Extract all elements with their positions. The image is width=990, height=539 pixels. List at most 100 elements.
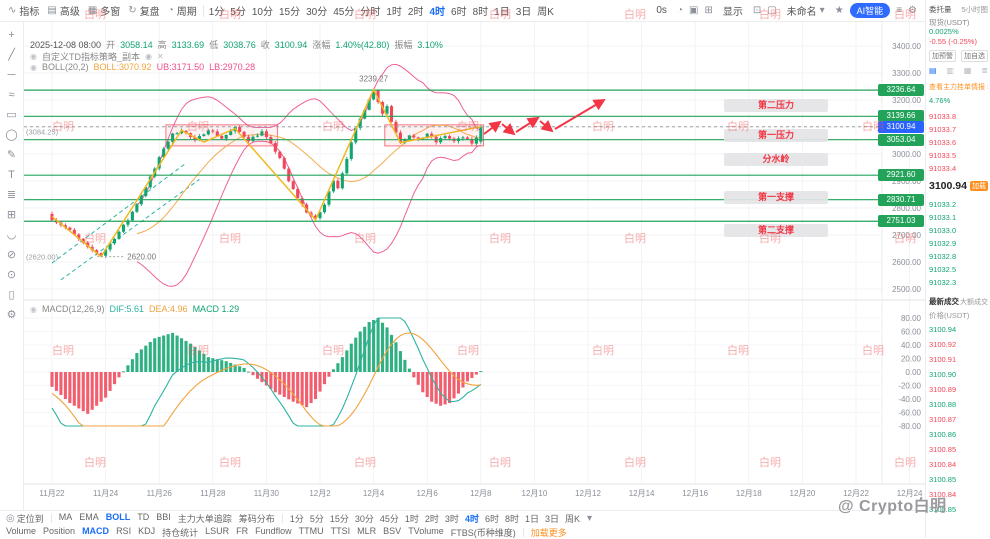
- menu-指标[interactable]: ∿指标: [4, 3, 43, 18]
- indicator-TVolume[interactable]: TVolume: [408, 526, 444, 539]
- menu-周期[interactable]: ◔周期: [164, 3, 201, 18]
- indicator-RSI[interactable]: RSI: [116, 526, 131, 539]
- bid-row[interactable]: 91032.3: [929, 276, 988, 289]
- overlay-BBI[interactable]: BBI: [156, 512, 171, 525]
- bottom-timeframe-8时[interactable]: 8时: [505, 512, 519, 525]
- visibility-icon[interactable]: ◉: [145, 52, 152, 61]
- trade-row[interactable]: 3100.88: [929, 397, 988, 412]
- timeframe-button-周K[interactable]: 周K: [534, 3, 557, 18]
- timeframe-button-分时[interactable]: 分时: [357, 3, 383, 18]
- ask-row[interactable]: 91033.6: [929, 136, 988, 149]
- trade-row[interactable]: 3100.85: [929, 502, 988, 517]
- ask-row[interactable]: 91033.8: [929, 110, 988, 123]
- rect-tool[interactable]: ▭: [6, 110, 16, 121]
- bottom-timeframe-30分[interactable]: 30分: [355, 512, 374, 525]
- hline-tool[interactable]: ─: [8, 70, 16, 81]
- panel-tag[interactable]: 5小时图: [961, 4, 988, 15]
- indicator-持仓统计[interactable]: 持仓统计: [162, 526, 198, 539]
- panel-tab-0[interactable]: ▤: [929, 66, 937, 75]
- lock-tool[interactable]: ⊙: [7, 270, 16, 281]
- bottom-timeframe-3时[interactable]: 3时: [445, 512, 459, 525]
- indicator-Fundflow[interactable]: Fundflow: [255, 526, 292, 539]
- toolbar-label-0s[interactable]: 0s: [652, 5, 671, 16]
- bid-row[interactable]: 91033.1: [929, 211, 988, 224]
- delete-tool[interactable]: ▯: [8, 290, 14, 301]
- overlay-筹码分布[interactable]: 筹码分布: [239, 512, 275, 525]
- ellipse-tool[interactable]: ◯: [5, 130, 17, 141]
- indicator-MACD[interactable]: MACD: [82, 526, 109, 539]
- timeframe-button-1分[interactable]: 1分: [206, 3, 228, 18]
- trade-row[interactable]: 3100.84: [929, 457, 988, 472]
- timeframe-button-30分[interactable]: 30分: [303, 3, 330, 18]
- indicator-FTBS(币种维度)[interactable]: FTBS(币种维度): [451, 526, 516, 539]
- settings-tool[interactable]: ⚙: [7, 310, 17, 321]
- toolbar-icon-1[interactable]: ◔: [677, 5, 683, 16]
- bid-row[interactable]: 91033.0: [929, 224, 988, 237]
- timeframe-button-1日[interactable]: 1日: [491, 3, 513, 18]
- trade-row[interactable]: 3100.85: [929, 472, 988, 487]
- menu-多窗[interactable]: ▦多窗: [84, 3, 124, 18]
- panel-tab-1[interactable]: ▥: [946, 66, 954, 75]
- load-chip[interactable]: 加载: [970, 181, 988, 191]
- timeframe-button-1时[interactable]: 1时: [383, 3, 405, 18]
- timeframe-button-5分[interactable]: 5分: [227, 3, 249, 18]
- close-icon[interactable]: ✕: [157, 52, 164, 61]
- trade-row[interactable]: 3100.90: [929, 367, 988, 382]
- timeframe-button-3日[interactable]: 3日: [513, 3, 535, 18]
- ask-row[interactable]: 91033.7: [929, 123, 988, 136]
- indicator-BSV[interactable]: BSV: [383, 526, 401, 539]
- trade-row[interactable]: 3100.86: [929, 427, 988, 442]
- trade-row[interactable]: 3100.94: [929, 322, 988, 337]
- timeframe-button-8时[interactable]: 8时: [470, 3, 492, 18]
- bid-row[interactable]: 91032.8: [929, 250, 988, 263]
- bottom-timeframe-4时[interactable]: 4时: [465, 512, 479, 525]
- overlay-TD[interactable]: TD: [137, 512, 149, 525]
- button-加预警[interactable]: 加预警: [929, 50, 956, 62]
- eraser-tool[interactable]: ⊘: [7, 250, 16, 261]
- toolbar-icon-2[interactable]: ▣: [689, 5, 698, 16]
- trade-row[interactable]: 3100.89: [929, 382, 988, 397]
- overlay-BOLL[interactable]: BOLL: [106, 512, 131, 525]
- panel-tab-2[interactable]: ▦: [964, 66, 972, 75]
- panel-title[interactable]: 委托量: [929, 4, 952, 15]
- bottom-timeframe-6时[interactable]: 6时: [485, 512, 499, 525]
- timeframe-button-15分[interactable]: 15分: [276, 3, 303, 18]
- bottom-timeframe-45分[interactable]: 45分: [380, 512, 399, 525]
- toolbar-icon-11[interactable]: ⚙: [908, 5, 917, 16]
- bottom-timeframe-1分[interactable]: 1分: [290, 512, 304, 525]
- pencil-tool[interactable]: ✎: [7, 150, 16, 161]
- trade-row[interactable]: 3100.85: [929, 442, 988, 457]
- bottom-timeframe-1时[interactable]: 1时: [405, 512, 419, 525]
- whale-orders-link[interactable]: 查看主力挂单情报 >: [929, 82, 988, 92]
- toolbar-icon-10[interactable]: ≡: [896, 5, 902, 16]
- bottom-timeframe-2时[interactable]: 2时: [425, 512, 439, 525]
- timeframe-button-6时[interactable]: 6时: [448, 3, 470, 18]
- indicator-Volume[interactable]: Volume: [6, 526, 36, 539]
- bottom-timeframe-周K[interactable]: 周K: [565, 512, 580, 525]
- trendline-tool[interactable]: ╱: [8, 50, 15, 61]
- indicator-LSUR[interactable]: LSUR: [205, 526, 229, 539]
- bottom-timeframe-3日[interactable]: 3日: [545, 512, 559, 525]
- indicator-MLR[interactable]: MLR: [357, 526, 376, 539]
- indicator-TTSI[interactable]: TTSI: [331, 526, 351, 539]
- timeframe-button-10分[interactable]: 10分: [249, 3, 276, 18]
- crosshair-tool[interactable]: +: [8, 30, 14, 41]
- overlay-主力大单追踪[interactable]: 主力大单追踪: [178, 512, 232, 525]
- magnet-tool[interactable]: ◡: [7, 230, 17, 241]
- fib-tool[interactable]: ≣: [7, 190, 16, 201]
- bid-row[interactable]: 91033.2: [929, 198, 988, 211]
- bottom-timeframe-1日[interactable]: 1日: [525, 512, 539, 525]
- bottom-timeframe-5分[interactable]: 5分: [310, 512, 324, 525]
- overlay-EMA[interactable]: EMA: [79, 512, 99, 525]
- big-trades-tab[interactable]: 大额成交: [960, 297, 988, 307]
- text-tool[interactable]: T: [8, 170, 15, 181]
- menu-高级[interactable]: ▤高级: [43, 3, 83, 18]
- timeframe-button-4时[interactable]: 4时: [426, 3, 448, 18]
- trade-row[interactable]: 3100.91: [929, 352, 988, 367]
- indicator-FR[interactable]: FR: [236, 526, 248, 539]
- timeframe-button-2时[interactable]: 2时: [405, 3, 427, 18]
- indicator-Position[interactable]: Position: [43, 526, 75, 539]
- ask-row[interactable]: 91033.4: [929, 162, 988, 175]
